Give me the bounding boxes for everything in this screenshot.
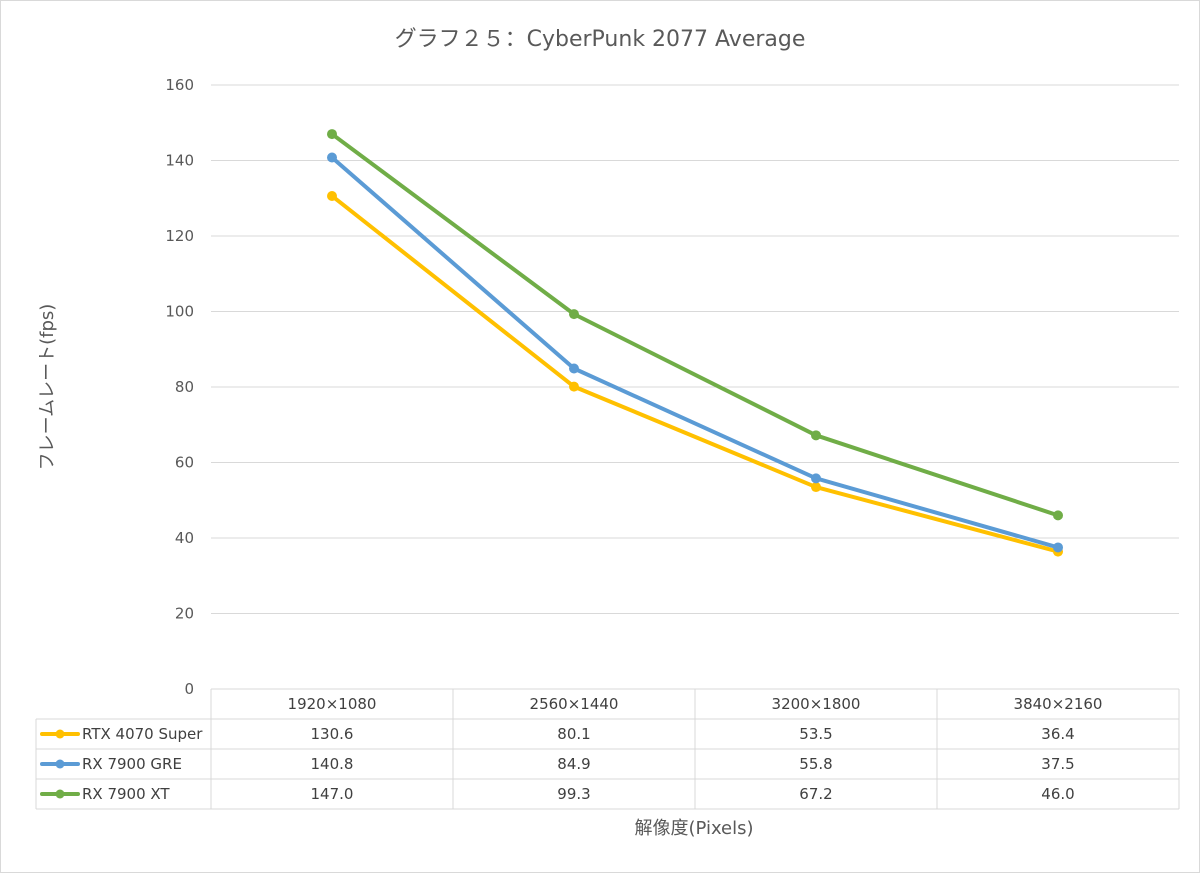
series-line xyxy=(330,155,1060,550)
data-point xyxy=(1053,510,1063,521)
x-category-label: 3200×1800 xyxy=(772,695,861,713)
data-table: 1920×1080 2560×1440 3200×1800 3840×2160 RTX … xyxy=(35,688,1180,810)
data-point xyxy=(569,381,579,392)
series-lines xyxy=(327,129,1063,557)
legend-label: RX 7900 GRE xyxy=(82,755,182,773)
x-category-label: 2560×1440 xyxy=(530,695,619,713)
y-tick-label: 160 xyxy=(165,76,194,94)
data-point xyxy=(569,309,579,320)
data-label: 84.9 xyxy=(557,755,590,773)
y-tick-label: 140 xyxy=(165,152,194,170)
x-axis-title: 解像度(Pixels) xyxy=(634,818,753,839)
data-label: 46.0 xyxy=(1041,785,1074,803)
data-label: 53.5 xyxy=(799,725,832,743)
y-tick-label: 120 xyxy=(165,227,194,245)
gridlines xyxy=(211,84,1179,614)
data-point xyxy=(811,430,821,441)
x-category-label: 1920×1080 xyxy=(288,695,377,713)
data-label: 147.0 xyxy=(311,785,354,803)
y-tick-label: 40 xyxy=(175,529,194,547)
series-line xyxy=(330,193,1060,554)
x-category-label: 3840×2160 xyxy=(1014,695,1103,713)
legend-label: RTX 4070 Super xyxy=(82,725,203,743)
y-tick-label: 100 xyxy=(165,303,194,321)
data-label: 55.8 xyxy=(799,755,832,773)
chart-title: グラフ２５：CyberPunk 2077 Average xyxy=(395,27,806,52)
legend-marker xyxy=(55,759,65,769)
data-label: 67.2 xyxy=(799,785,832,803)
data-label: 99.3 xyxy=(557,785,590,803)
data-point xyxy=(569,363,579,374)
legend-marker xyxy=(55,729,65,739)
data-point xyxy=(327,152,337,163)
data-point xyxy=(811,482,821,493)
data-point xyxy=(327,129,337,140)
data-point xyxy=(811,473,821,484)
data-point xyxy=(327,190,337,201)
y-tick-label: 20 xyxy=(175,605,194,623)
y-tick-label: 80 xyxy=(175,378,194,396)
y-axis-title: フレームレート(fps) xyxy=(37,304,58,471)
legend-label: RX 7900 XT xyxy=(82,785,170,803)
legend-marker xyxy=(55,789,65,799)
data-label: 36.4 xyxy=(1041,725,1074,743)
data-point xyxy=(1053,542,1063,553)
data-label: 37.5 xyxy=(1041,755,1074,773)
y-tick-label: 0 xyxy=(184,680,194,698)
series-line xyxy=(330,132,1060,518)
y-axis-ticks: 0 20 40 60 80 100 120 140 160 xyxy=(165,76,194,698)
data-label: 130.6 xyxy=(311,725,354,743)
y-tick-label: 60 xyxy=(175,454,194,472)
data-label: 80.1 xyxy=(557,725,590,743)
data-label: 140.8 xyxy=(311,755,354,773)
